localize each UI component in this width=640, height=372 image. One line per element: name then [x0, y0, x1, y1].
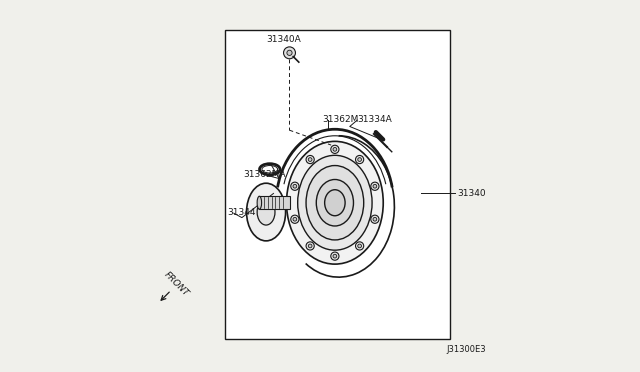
Ellipse shape [355, 242, 364, 250]
Ellipse shape [257, 199, 275, 225]
Ellipse shape [373, 185, 377, 188]
Circle shape [287, 50, 292, 55]
Ellipse shape [358, 158, 362, 161]
Ellipse shape [373, 217, 377, 221]
Circle shape [284, 47, 296, 59]
Ellipse shape [293, 217, 297, 221]
Ellipse shape [333, 254, 337, 258]
Ellipse shape [308, 244, 312, 248]
Text: 31340: 31340 [458, 189, 486, 198]
Text: 31362M: 31362M [322, 115, 358, 124]
Ellipse shape [331, 252, 339, 260]
Ellipse shape [246, 183, 285, 241]
Ellipse shape [333, 147, 337, 151]
Ellipse shape [355, 155, 364, 164]
Ellipse shape [293, 185, 297, 188]
Text: 31344: 31344 [227, 208, 255, 217]
Text: J31300E3: J31300E3 [447, 345, 486, 354]
Ellipse shape [331, 145, 339, 153]
Ellipse shape [358, 244, 362, 248]
Ellipse shape [291, 182, 299, 190]
Ellipse shape [306, 242, 314, 250]
Text: 31334A: 31334A [357, 115, 392, 124]
Ellipse shape [371, 215, 379, 223]
Ellipse shape [291, 215, 299, 223]
Ellipse shape [306, 166, 364, 240]
Text: 31362MA: 31362MA [244, 170, 286, 179]
Text: FRONT: FRONT [163, 270, 191, 299]
Bar [225, 30, 450, 339]
Bar [259, 196, 291, 209]
Ellipse shape [308, 158, 312, 161]
Ellipse shape [287, 141, 383, 264]
Ellipse shape [306, 155, 314, 164]
Text: 31340A: 31340A [266, 35, 301, 44]
Ellipse shape [298, 155, 372, 250]
Ellipse shape [316, 179, 353, 226]
Ellipse shape [324, 190, 345, 216]
Ellipse shape [257, 196, 262, 209]
Ellipse shape [371, 182, 379, 190]
